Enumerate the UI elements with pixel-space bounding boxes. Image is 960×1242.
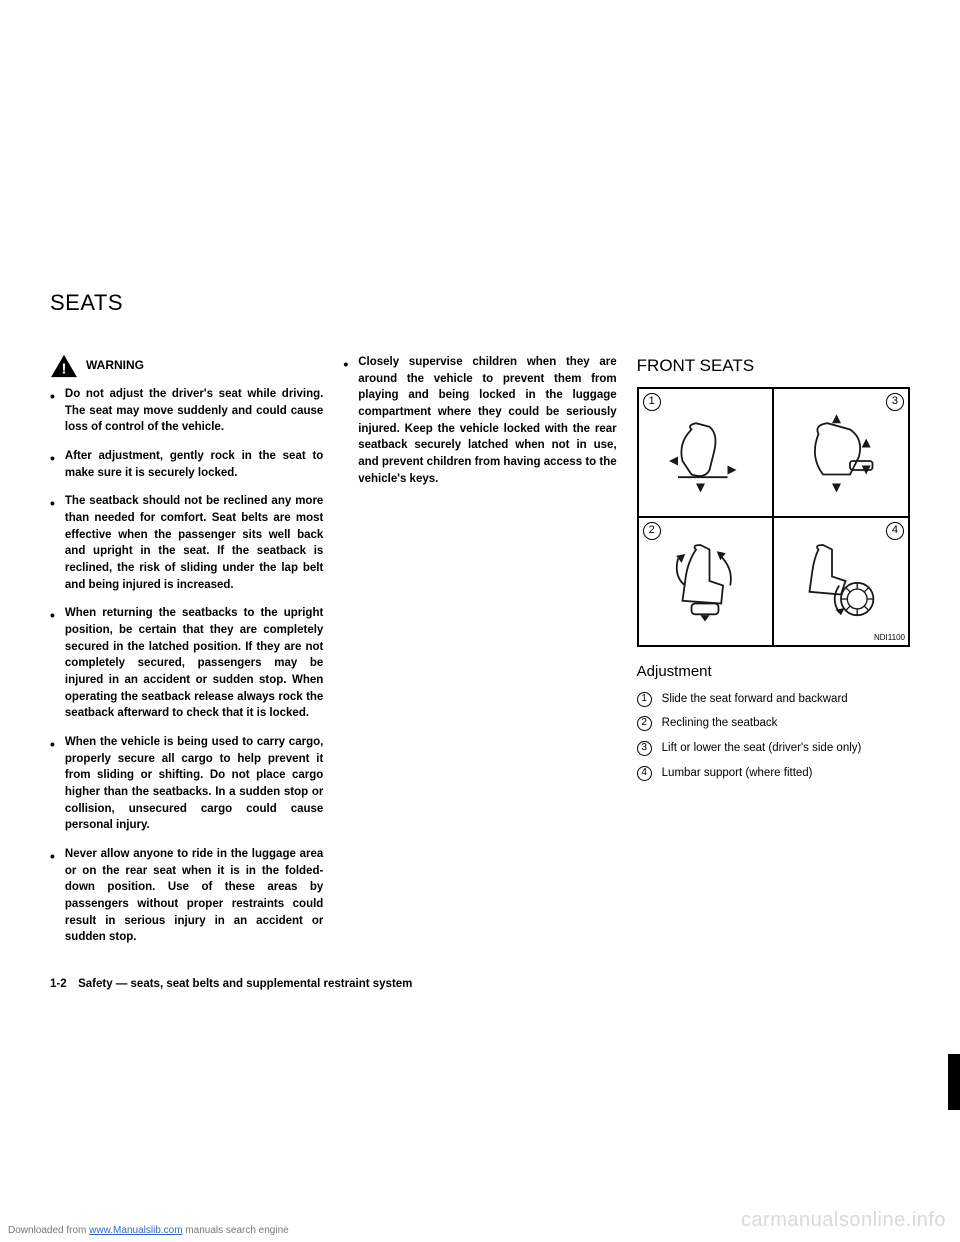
adjustment-list: 1 Slide the seat forward and backward 2 Re…: [637, 691, 910, 782]
item-text: Lumbar support (where fitted): [662, 765, 813, 782]
source-prefix: Downloaded from: [8, 1225, 89, 1236]
item-number: 4: [637, 766, 652, 781]
warning-item: When the vehicle is being used to carry …: [65, 734, 323, 834]
figure-label: 3: [886, 393, 904, 411]
item-text: Slide the seat forward and backward: [662, 691, 848, 708]
list-item: 4 Lumbar support (where fitted): [637, 765, 910, 782]
warning-item: The seatback should not be reclined any …: [65, 493, 323, 593]
item-text: Lift or lower the seat (driver's side on…: [662, 740, 862, 757]
adjustment-title: Adjustment: [637, 661, 910, 683]
page-title: SEATS: [50, 290, 910, 316]
warning-list-1: Do not adjust the driver's seat while dr…: [50, 386, 323, 946]
item-number: 3: [637, 741, 652, 756]
seat-slide-icon: [660, 407, 750, 497]
warning-icon: !: [50, 354, 78, 378]
warning-item: Never allow anyone to ride in the luggag…: [65, 846, 323, 946]
figure-code: NDI1100: [874, 632, 905, 644]
warning-header: ! WARNING: [50, 354, 323, 378]
watermark: carmanualsonline.info: [741, 1209, 946, 1232]
column-2: Closely supervise children when they are…: [343, 354, 616, 958]
item-text: Reclining the seatback: [662, 715, 778, 732]
figure-panel-3: 3: [773, 388, 909, 517]
figure-panel-1: 1: [638, 388, 774, 517]
download-source: Downloaded from www.Manualslib.com manua…: [8, 1225, 289, 1236]
warning-item: Closely supervise children when they are…: [358, 354, 616, 487]
lumbar-knob-icon: [796, 536, 886, 626]
item-number: 1: [637, 692, 652, 707]
figure-label: 1: [643, 393, 661, 411]
front-seats-title: FRONT SEATS: [637, 354, 910, 379]
side-tab: [948, 1054, 960, 1110]
figure-label: 2: [643, 522, 661, 540]
warning-item: After adjustment, gently rock in the sea…: [65, 448, 323, 481]
seat-adjustment-figure: 1 3: [637, 387, 910, 647]
manualslib-link[interactable]: www.Manualslib.com: [89, 1225, 182, 1236]
figure-panel-4: 4: [773, 517, 909, 646]
column-3: FRONT SEATS 1 3: [637, 354, 910, 958]
warning-list-2: Closely supervise children when they are…: [343, 354, 616, 487]
figure-panel-2: 2: [638, 517, 774, 646]
item-number: 2: [637, 716, 652, 731]
figure-label: 4: [886, 522, 904, 540]
svg-text:!: !: [62, 361, 67, 377]
source-suffix: manuals search engine: [183, 1225, 289, 1236]
warning-item: When returning the seatbacks to the upri…: [65, 605, 323, 722]
warning-label: WARNING: [86, 357, 144, 374]
list-item: 1 Slide the seat forward and backward: [637, 691, 910, 708]
page-footer: 1-2 Safety — seats, seat belts and suppl…: [50, 978, 910, 990]
list-item: 3 Lift or lower the seat (driver's side o…: [637, 740, 910, 757]
seat-recline-icon: [660, 536, 750, 626]
column-1: ! WARNING Do not adjust the driver's sea…: [50, 354, 323, 958]
warning-item: Do not adjust the driver's seat while dr…: [65, 386, 323, 436]
seat-lift-icon: [796, 407, 886, 497]
list-item: 2 Reclining the seatback: [637, 715, 910, 732]
